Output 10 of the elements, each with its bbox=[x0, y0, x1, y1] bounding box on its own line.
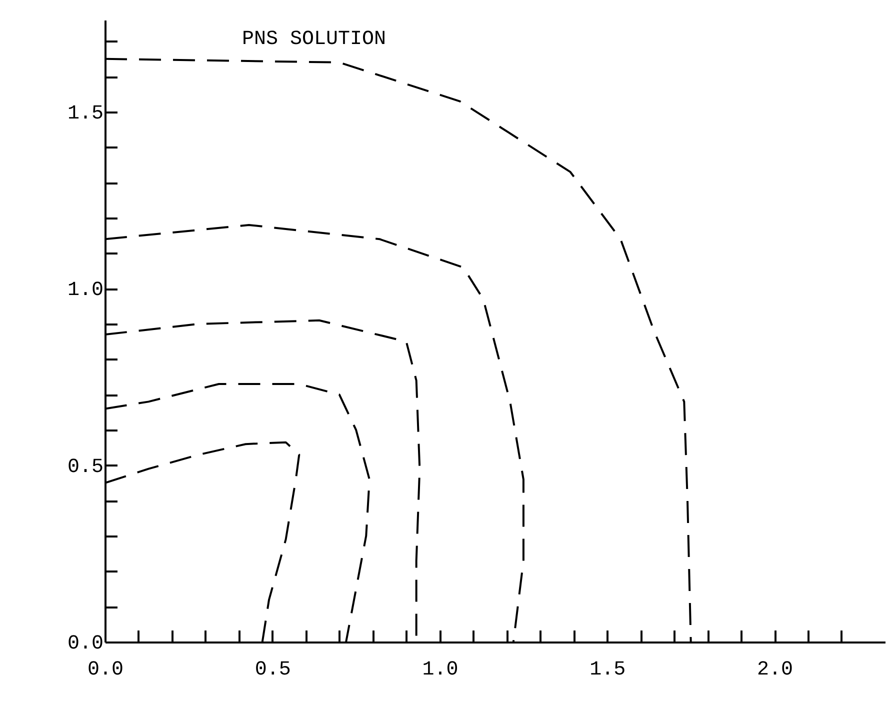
y-tick-label: 1.0 bbox=[67, 279, 104, 302]
x-tick-label: 1.0 bbox=[422, 658, 458, 682]
y-tick-label: 0.0 bbox=[67, 632, 104, 656]
x-tick-label: 2.0 bbox=[757, 658, 794, 682]
x-tick-label: 0.0 bbox=[87, 658, 124, 682]
y-tick-label: 1.5 bbox=[67, 102, 104, 126]
x-tick-label: 1.5 bbox=[590, 658, 626, 682]
x-tick-label: 0.5 bbox=[254, 658, 291, 682]
chart-title: PNS SOLUTION bbox=[242, 28, 386, 51]
y-tick-label: 0.5 bbox=[67, 456, 104, 479]
